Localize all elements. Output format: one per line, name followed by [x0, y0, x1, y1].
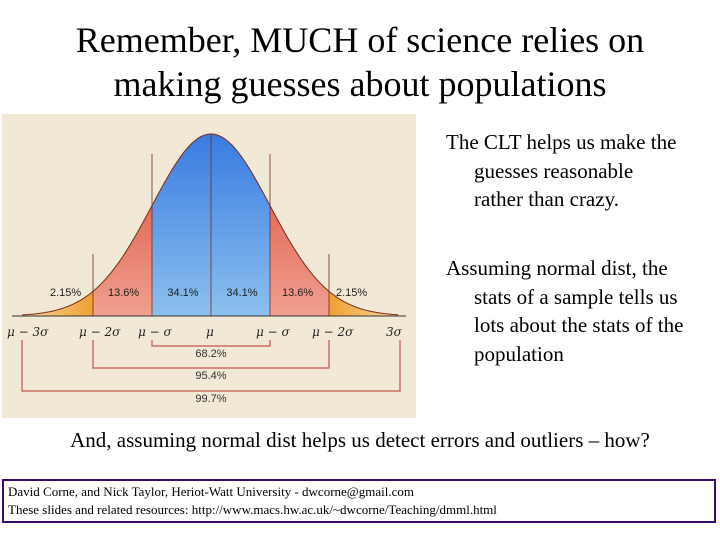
axis-label: μ − σ — [138, 325, 172, 339]
pct-label: 34.1% — [226, 287, 257, 299]
axis-label: μ − 2σ — [79, 325, 121, 339]
footer-author-line: David Corne, and Nick Taylor, Heriot-Wat… — [8, 484, 415, 499]
axis-label: μ − 2σ — [312, 325, 354, 339]
pct-label: 2.15% — [50, 287, 81, 299]
paragraph-line: rather than crazy. — [474, 187, 619, 211]
axis-label: 3σ — [386, 325, 403, 339]
axis-label: μ − σ — [256, 325, 290, 339]
paragraph-line: lots about the stats of the — [474, 313, 684, 337]
pct-label: 2.15% — [336, 287, 367, 299]
bottom-question: And, assuming normal dist helps us detec… — [70, 428, 650, 452]
title-line-2: making guesses about populations — [113, 64, 607, 104]
pct-label: 13.6% — [108, 287, 139, 299]
title-line-1: Remember, MUCH of science relies on — [75, 20, 645, 60]
paragraph-normal-dist: Assuming normal dist, the stats of a sam… — [446, 254, 718, 368]
bracket-label: 95.4% — [195, 370, 226, 382]
bracket-99 — [21, 340, 401, 392]
normal-distribution-figure: 2.15% 13.6% 34.1% 34.1% 13.6% 2.15% μ − … — [2, 114, 416, 418]
pct-label: 13.6% — [282, 287, 313, 299]
bell-curve-outline — [22, 133, 399, 316]
paragraph-line: The CLT helps us make the — [446, 130, 677, 154]
bracket-68 — [151, 340, 271, 347]
footer-resources-line: These slides and related resources: http… — [8, 502, 497, 517]
axis-label: μ — [206, 325, 214, 339]
paragraph-line: stats of a sample tells us — [474, 284, 678, 309]
bracket-label: 68.2% — [195, 348, 226, 360]
bracket-label: 99.7% — [195, 393, 226, 405]
paragraph-line: guesses reasonable — [474, 158, 634, 183]
pct-label: 34.1% — [167, 287, 198, 299]
paragraph-line: population — [474, 341, 564, 366]
paragraph-clt: The CLT helps us make the guesses reason… — [446, 128, 718, 214]
bracket-95 — [92, 340, 330, 369]
footer-box: David Corne, and Nick Taylor, Heriot-Wat… — [2, 479, 716, 523]
paragraph-line: Assuming normal dist, the — [446, 256, 668, 280]
slide-title: Remember, MUCH of science relies on maki… — [0, 18, 720, 106]
axis-label: μ − 3σ — [7, 325, 49, 339]
